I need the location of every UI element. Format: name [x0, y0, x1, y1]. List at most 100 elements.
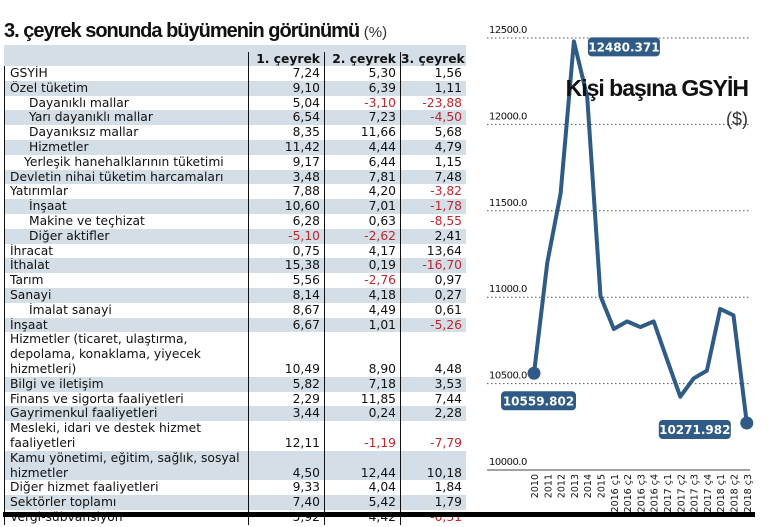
- x-tick-label: 2017 ç2: [676, 474, 687, 512]
- data-label-badge: [587, 37, 660, 57]
- value-text: 2,28: [434, 406, 462, 421]
- value-text: -5,26: [430, 317, 462, 332]
- value-text: 8,14: [292, 287, 320, 302]
- chart-title: Kişi başına GSYİH ($): [566, 74, 749, 134]
- row-value-q1: 9,33: [248, 480, 324, 496]
- y-tick-label: 10500.0: [489, 371, 527, 382]
- row-value-q2: 4,44: [324, 139, 400, 155]
- row-value-q2: 5,42: [324, 495, 400, 510]
- value-text: 3,53: [434, 376, 462, 391]
- row-value-q3: -3,82: [400, 184, 466, 200]
- row-value-q2: 4,18: [324, 287, 400, 303]
- value-text: 1,15: [434, 154, 462, 169]
- row-value-q1: 6,67: [248, 317, 324, 333]
- value-text: 4,18: [368, 287, 396, 302]
- value-text: 15,38: [284, 258, 320, 273]
- value-text: 7,23: [368, 110, 396, 125]
- row-value-q1: 7,24: [248, 66, 324, 81]
- table-title-text: 3. çeyrek sonunda büyümenin görünümü: [4, 20, 360, 42]
- table-row: Dayanıklı mallar 5,04 -3,10 -23,88: [4, 95, 466, 111]
- row-value-q3: 0,97: [400, 273, 466, 288]
- row-label: İthalat: [4, 258, 248, 274]
- row-value-q1: 9,17: [248, 154, 324, 170]
- row-value-q3: -5,26: [400, 317, 466, 333]
- row-value-q2: -2,76: [324, 273, 400, 288]
- row-value-q2: 1,01: [324, 317, 400, 333]
- value-text: 5,42: [368, 495, 396, 510]
- row-label: Dayanıksız mallar: [4, 125, 248, 140]
- value-text: 9,17: [292, 154, 320, 169]
- value-text: 7,88: [292, 184, 320, 199]
- y-tick-label: 12000.0: [489, 111, 527, 122]
- row-label: İmalat sanayi: [4, 302, 248, 318]
- y-tick-label: 10000.0: [489, 457, 527, 468]
- row-value-q1: 11,42: [248, 139, 324, 155]
- table-row: Hizmetler (ticaret, ulaştırma, depolama,…: [4, 332, 466, 377]
- value-text: 9,10: [292, 80, 320, 95]
- value-text: 8,35: [292, 125, 320, 140]
- row-value-q2: 7,01: [324, 199, 400, 214]
- row-value-q3: 1,79: [400, 495, 466, 510]
- y-tick-label: 11000.0: [489, 284, 527, 295]
- table-row: Tarım 5,56 -2,76 0,97: [4, 273, 466, 288]
- value-text: 11,85: [360, 391, 396, 406]
- row-label: Finans ve sigorta faaliyetleri: [4, 391, 248, 407]
- table-row: GSYİH 7,24 5,30 1,56: [4, 66, 466, 81]
- row-value-q2: 8,90: [324, 332, 400, 377]
- row-value-q2: 6,39: [324, 80, 400, 96]
- row-value-q1: 5,56: [248, 273, 324, 288]
- x-tick-label: 2018 ç3: [743, 474, 754, 512]
- row-value-q1: 5,82: [248, 376, 324, 392]
- row-value-q3: -7,79: [400, 421, 466, 451]
- row-label: Özel tüketim: [4, 80, 248, 96]
- value-text: -3,10: [364, 95, 396, 110]
- value-text: -1,19: [364, 435, 396, 450]
- row-value-q3: 0,27: [400, 287, 466, 303]
- value-text: 7,40: [292, 495, 320, 510]
- row-label: İhracat: [4, 243, 248, 259]
- row-value-q3: 7,48: [400, 169, 466, 185]
- row-value-q3: 5,68: [400, 125, 466, 140]
- row-value-q2: 4,04: [324, 480, 400, 496]
- x-tick-label: 2017 ç3: [690, 474, 701, 512]
- row-value-q1: 6,54: [248, 110, 324, 126]
- row-value-q1: 8,35: [248, 125, 324, 140]
- row-value-q3: 1,56: [400, 66, 466, 81]
- table-row: Diğer aktifler -5,10 -2,62 2,41: [4, 228, 466, 244]
- table-row: Makine ve teçhizat 6,28 0,63 -8,55: [4, 213, 466, 229]
- x-tick-label: 2011: [543, 474, 554, 498]
- row-value-q2: -3,10: [324, 95, 400, 111]
- value-text: 5,04: [292, 95, 320, 110]
- value-text: 13,64: [426, 243, 462, 258]
- x-tick-label: 2018 ç2: [730, 474, 741, 512]
- value-text: 5,56: [292, 273, 320, 288]
- row-value-q1: 5,04: [248, 95, 324, 111]
- row-value-q2: 5,30: [324, 66, 400, 81]
- row-value-q1: 8,14: [248, 287, 324, 303]
- value-text: -7,79: [430, 435, 462, 450]
- row-value-q2: -2,62: [324, 228, 400, 244]
- table-row: Yerleşik hanehalklarının tüketimi 9,17 6,4…: [4, 154, 466, 170]
- row-label: Yerleşik hanehalklarının tüketimi: [4, 154, 248, 170]
- value-text: 3,44: [292, 406, 320, 421]
- row-label: Gayrimenkul faaliyetleri: [4, 406, 248, 422]
- data-point: [527, 366, 541, 380]
- row-value-q1: 3,48: [248, 169, 324, 185]
- row-value-q2: 0,24: [324, 406, 400, 422]
- table-row: İmalat sanayi 8,67 4,49 0,61: [4, 302, 466, 318]
- value-text: 7,44: [434, 391, 462, 406]
- row-value-q3: 1,11: [400, 80, 466, 96]
- row-value-q1: 2,29: [248, 391, 324, 407]
- row-label: GSYİH: [4, 66, 248, 81]
- row-value-q1: 4,50: [248, 450, 324, 481]
- row-value-q3: 4,48: [400, 332, 466, 377]
- header-quarter-2: 2. çeyrek: [324, 52, 400, 66]
- row-value-q2: 7,81: [324, 169, 400, 185]
- table-row: İhracat 0,75 4,17 13,64: [4, 243, 466, 259]
- bottom-rule: [3, 512, 755, 517]
- value-text: 8,90: [368, 361, 396, 376]
- row-value-q1: 0,75: [248, 243, 324, 259]
- value-text: 2,41: [434, 228, 462, 243]
- row-value-q3: -23,88: [400, 95, 466, 111]
- value-text: -2,62: [364, 228, 396, 243]
